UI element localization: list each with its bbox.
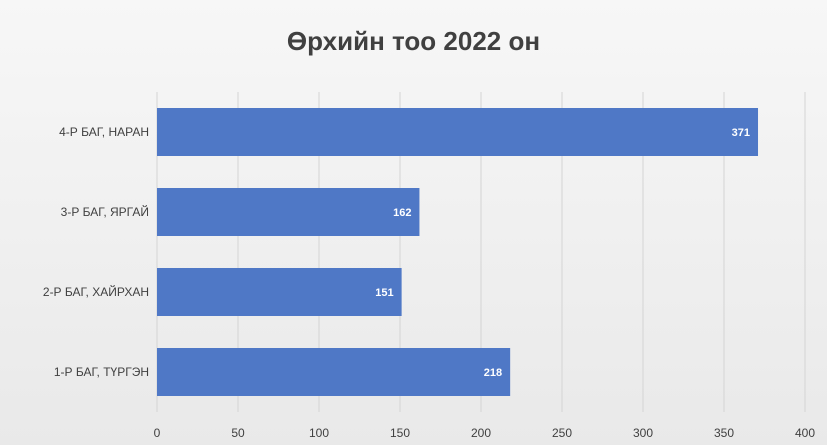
x-tick-label: 100 (309, 426, 329, 440)
x-tick-label: 150 (390, 426, 410, 440)
chart-title: Өрхийн тоо 2022 он (286, 26, 541, 56)
bar (157, 188, 420, 236)
x-tick-label: 300 (633, 426, 653, 440)
bar (157, 268, 402, 316)
category-label: 3-Р БАГ, ЯРГАЙ (61, 204, 149, 219)
x-tick-label: 250 (552, 426, 572, 440)
x-tick-label: 200 (471, 426, 491, 440)
data-label: 218 (484, 367, 502, 379)
x-tick-label: 50 (231, 426, 245, 440)
data-label: 151 (375, 287, 393, 299)
x-tick-label: 0 (154, 426, 161, 440)
category-label: 4-Р БАГ, НАРАН (59, 125, 149, 139)
data-label: 371 (732, 127, 750, 139)
bar (157, 348, 511, 396)
x-tick-label: 400 (795, 426, 815, 440)
category-label: 2-Р БАГ, ХАЙРХАН (43, 284, 149, 299)
labels: 0 50 100 150 200 250 300 350 400 4-Р БАГ, НАРАН 37… (43, 125, 815, 440)
x-tick-label: 350 (714, 426, 734, 440)
bars (157, 108, 759, 396)
bar (157, 108, 759, 156)
data-label: 162 (393, 207, 411, 219)
category-label: 1-Р БАГ, ТҮРГЭН (54, 365, 149, 379)
